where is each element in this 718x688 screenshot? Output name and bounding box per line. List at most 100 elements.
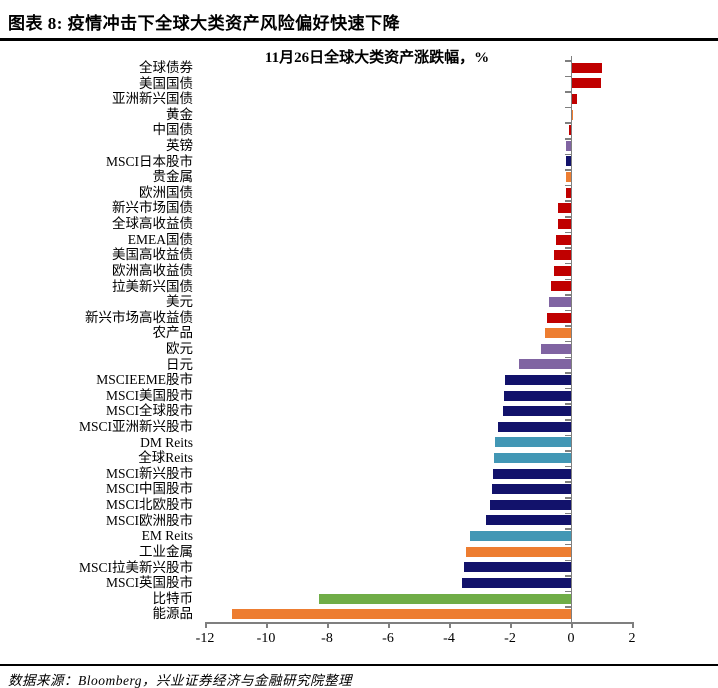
category-label: 日元 bbox=[166, 356, 193, 372]
chart-row: 美国国债 bbox=[0, 76, 718, 92]
category-label: MSCIEEME股市 bbox=[96, 372, 193, 388]
chart-bar bbox=[558, 203, 571, 214]
category-label: 亚洲新兴国债 bbox=[112, 91, 193, 107]
chart-bar bbox=[464, 562, 571, 573]
x-axis-tick bbox=[510, 622, 512, 628]
chart-bar bbox=[470, 531, 571, 542]
chart-bar bbox=[319, 593, 571, 604]
category-tick bbox=[565, 465, 571, 468]
bar-track bbox=[205, 200, 632, 216]
chart-title: 11月26日全球大类资产涨跌幅，% bbox=[264, 50, 490, 66]
x-axis-tick-label: -2 bbox=[504, 631, 516, 646]
category-tick bbox=[565, 606, 571, 608]
x-axis-line bbox=[205, 622, 633, 624]
chart-row: MSCI欧洲股市 bbox=[0, 513, 718, 529]
bar-track bbox=[205, 247, 632, 263]
chart-row: 欧洲高收益债 bbox=[0, 263, 718, 279]
category-label: MSCI全球股市 bbox=[105, 403, 193, 419]
chart-row: 日元 bbox=[0, 357, 718, 373]
chart-row: 拉美新兴国债 bbox=[0, 279, 718, 295]
category-label: DM Reits bbox=[140, 434, 193, 450]
chart-row: 贵金属 bbox=[0, 169, 718, 185]
bar-track bbox=[205, 310, 632, 326]
chart-row: MSCI北欧股市 bbox=[0, 497, 718, 513]
category-tick bbox=[565, 340, 571, 343]
chart-row: MSCI日本股市 bbox=[0, 154, 718, 170]
category-label: MSCI欧洲股市 bbox=[105, 512, 193, 528]
bar-track bbox=[205, 481, 632, 497]
bar-track bbox=[205, 76, 632, 92]
chart-row: MSCI亚洲新兴股市 bbox=[0, 419, 718, 435]
chart-row: MSCI中国股市 bbox=[0, 481, 718, 497]
chart-bar bbox=[545, 328, 571, 339]
category-label: EM Reits bbox=[141, 528, 193, 544]
bar-track bbox=[205, 606, 632, 622]
chart-bar bbox=[555, 234, 571, 245]
category-tick bbox=[565, 169, 571, 171]
category-tick bbox=[565, 262, 571, 265]
category-tick bbox=[565, 481, 571, 483]
bar-track bbox=[205, 91, 632, 107]
bar-track bbox=[205, 544, 632, 560]
chart-row: 欧洲国债 bbox=[0, 185, 718, 201]
bar-track bbox=[205, 60, 632, 76]
category-tick bbox=[565, 434, 571, 437]
category-tick bbox=[565, 325, 571, 327]
bar-track bbox=[205, 216, 632, 232]
chart-row: 美国高收益债 bbox=[0, 247, 718, 263]
bar-track bbox=[205, 138, 632, 154]
bar-track bbox=[205, 435, 632, 451]
chart-row: 美元 bbox=[0, 294, 718, 310]
chart-bar bbox=[557, 218, 571, 229]
category-label: 新兴市场高收益债 bbox=[85, 309, 193, 325]
chart-bar bbox=[492, 484, 571, 495]
category-label: MSCI拉美新兴股市 bbox=[78, 559, 193, 575]
bar-track bbox=[205, 528, 632, 544]
chart-row: MSCI新兴股市 bbox=[0, 466, 718, 482]
x-axis-tick-label: -6 bbox=[382, 631, 394, 646]
category-tick bbox=[565, 621, 571, 624]
x-axis-tick-label: -4 bbox=[443, 631, 455, 646]
category-tick bbox=[565, 278, 571, 281]
category-tick bbox=[565, 60, 571, 62]
category-tick bbox=[565, 247, 571, 249]
bar-track bbox=[205, 497, 632, 513]
x-axis-tick bbox=[266, 622, 268, 628]
x-axis-tick-label: 2 bbox=[628, 631, 636, 646]
category-tick bbox=[565, 309, 571, 312]
category-tick bbox=[565, 216, 571, 218]
chart-row: 新兴市场国债 bbox=[0, 200, 718, 216]
bar-track bbox=[205, 341, 632, 357]
chart-bar bbox=[519, 359, 571, 370]
category-label: 英镑 bbox=[166, 138, 193, 154]
category-tick bbox=[565, 403, 571, 405]
category-label: 中国债 bbox=[152, 122, 194, 138]
category-tick bbox=[565, 294, 571, 296]
x-axis-tick bbox=[388, 622, 390, 628]
chart-row: 全球Reits bbox=[0, 450, 718, 466]
chart-bar bbox=[232, 609, 571, 620]
footer-divider bbox=[0, 664, 718, 666]
category-tick bbox=[565, 184, 571, 187]
category-label: 全球债券 bbox=[139, 60, 193, 75]
category-tick bbox=[565, 450, 571, 452]
x-axis-tick bbox=[571, 622, 573, 628]
category-tick bbox=[565, 122, 571, 124]
bar-track bbox=[205, 325, 632, 341]
chart-bar bbox=[571, 94, 578, 105]
chart-row: 欧元 bbox=[0, 341, 718, 357]
chart-bar bbox=[505, 374, 571, 385]
chart-bar bbox=[540, 343, 571, 354]
chart-bar bbox=[566, 140, 571, 151]
bar-track bbox=[205, 450, 632, 466]
chart-row: MSCI英国股市 bbox=[0, 575, 718, 591]
figure-title: 图表 8: 疫情冲击下全球大类资产风险偏好快速下降 bbox=[8, 14, 401, 33]
bar-track bbox=[205, 294, 632, 310]
x-axis-tick-label: -8 bbox=[321, 631, 333, 646]
category-tick bbox=[565, 387, 571, 390]
category-label: 美国高收益债 bbox=[112, 247, 193, 263]
chart-row: 英镑 bbox=[0, 138, 718, 154]
x-axis-tick bbox=[632, 622, 634, 628]
category-tick bbox=[565, 419, 571, 421]
chart-row: 农产品 bbox=[0, 325, 718, 341]
